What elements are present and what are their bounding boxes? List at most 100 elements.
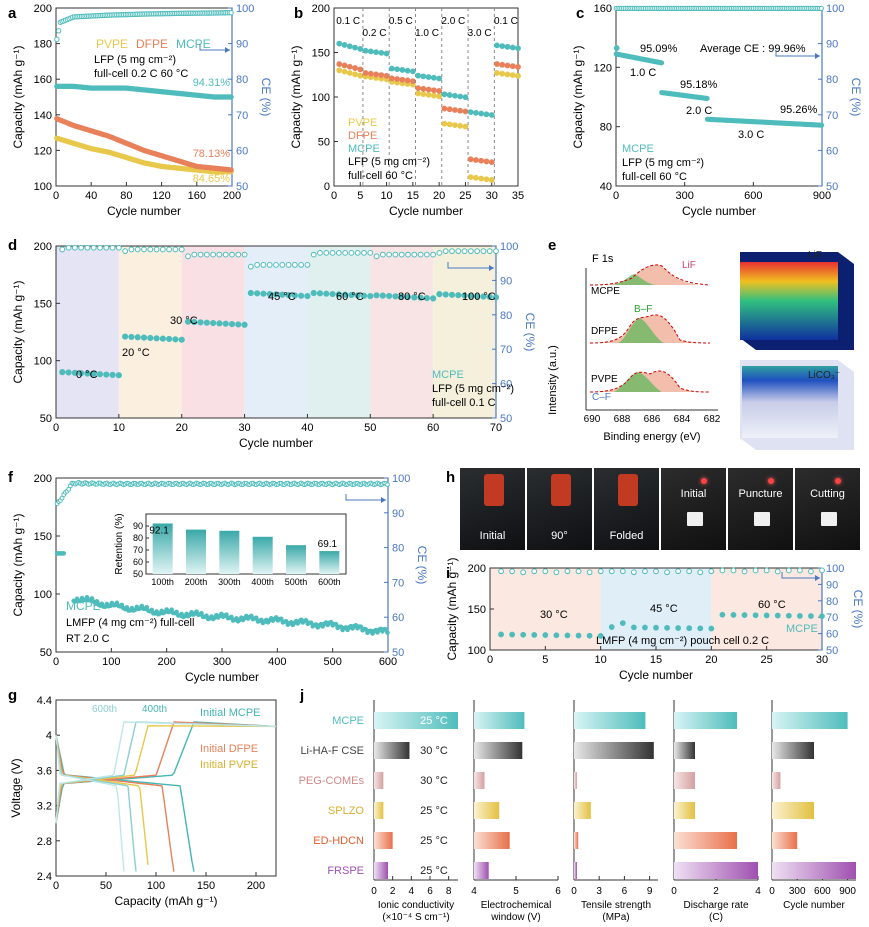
y2-tick-label: 70 <box>826 612 838 624</box>
data-point <box>144 604 150 610</box>
data-point <box>388 65 395 72</box>
y-tick-label: 120 <box>34 145 52 157</box>
metric-bar <box>474 712 525 729</box>
chart-g: 0 50 100 150 200 2.4 2.8 3.2 3.6 4 4.4 Voltage (V) C… <box>9 695 277 908</box>
x-axis-label: Capacity (mAh g⁻¹) <box>114 894 217 908</box>
pouch-cell <box>687 512 703 526</box>
data-point <box>367 249 374 256</box>
data-point <box>386 251 393 258</box>
photo-caption: Initial <box>680 488 707 500</box>
metric-bar <box>574 742 654 759</box>
x-tick-label: 30 <box>238 422 250 434</box>
rate-label: 3.0 C <box>738 129 764 141</box>
chart-j: MCPE Li-HA-F CSE PEG-COMEs SPLZO ED-HDCN FRSP… <box>299 700 856 923</box>
data-point <box>216 320 223 327</box>
metric-tick-label: 2 <box>713 886 719 897</box>
x-tick-label: 300 <box>675 190 693 202</box>
data-point <box>819 567 825 574</box>
data-point <box>642 568 648 575</box>
data-point <box>357 66 364 73</box>
led-light <box>701 478 707 484</box>
metric-bar <box>374 802 384 819</box>
y-tick-label: 200 <box>312 3 330 15</box>
data-point <box>704 95 710 102</box>
rate-label: 1.0 C <box>415 28 439 39</box>
data-point <box>273 262 279 268</box>
photo-tile: Puncture <box>728 468 793 550</box>
data-point <box>304 262 311 268</box>
y-tick-label: 200 <box>34 473 52 485</box>
inset-x-label: 100th <box>151 577 174 587</box>
metric-bar <box>374 772 384 789</box>
y-tick-label: 50 <box>40 647 52 659</box>
tof-cube-lico3-face <box>742 366 838 438</box>
data-point <box>498 631 504 638</box>
data-point <box>346 63 353 70</box>
y2-tick-label: 100 <box>500 241 518 253</box>
metric-tick-label: 9 <box>647 886 653 897</box>
data-point <box>316 290 324 297</box>
data-point <box>122 333 129 340</box>
data-point <box>642 624 648 631</box>
electrolyte-label: ED-HDCN <box>313 835 364 847</box>
multimeter <box>618 474 638 506</box>
data-point <box>367 48 374 55</box>
y-tick-label: 200 <box>34 241 52 253</box>
data-point <box>341 42 348 48</box>
data-point <box>498 568 504 575</box>
discharge-curve <box>55 735 149 865</box>
data-point <box>103 371 110 378</box>
chart-a: 0 40 80 120 160 20010012014016018020050607080… <box>11 3 273 218</box>
metric-tick-label: 0 <box>769 886 775 897</box>
y2-tick-label: 70 <box>500 344 512 356</box>
data-point <box>675 568 682 575</box>
data-point <box>430 92 437 99</box>
data-point <box>394 66 400 73</box>
data-point <box>509 568 516 575</box>
y2-axis-label: CE (%) <box>415 546 429 585</box>
data-point <box>115 244 122 251</box>
metric-bar <box>772 802 814 819</box>
y2-tick-label: 100 <box>236 3 254 15</box>
data-point <box>708 568 715 575</box>
data-point <box>103 244 110 251</box>
data-point <box>436 291 443 298</box>
data-point <box>378 72 385 79</box>
data-point <box>415 90 422 97</box>
data-point <box>228 167 234 173</box>
data-point <box>509 631 516 638</box>
data-point <box>235 321 242 328</box>
data-point <box>291 292 298 299</box>
y2-tick-label: 100 <box>826 563 844 575</box>
x-tick-label: 50 <box>364 422 376 434</box>
data-point <box>228 94 234 100</box>
x-tick-label: 100 <box>147 880 165 892</box>
x-tick-label: 300 <box>213 656 231 668</box>
y-tick-label: 100 <box>34 356 52 368</box>
temperature-label: 100 °C <box>462 291 496 303</box>
x-tick-label: 80 <box>120 190 132 202</box>
y2-tick-label: 70 <box>826 110 838 122</box>
data-point <box>278 616 284 622</box>
data-point <box>553 632 560 639</box>
data-point <box>719 567 726 574</box>
panel-label-a: a <box>8 5 17 22</box>
data-point <box>411 251 418 258</box>
rate-label: 0.1 C <box>494 16 518 27</box>
retention-label: 78.13% <box>193 148 231 160</box>
data-point <box>436 88 443 94</box>
data-point <box>362 47 369 54</box>
metric-bar <box>474 802 500 819</box>
metric-bar <box>474 742 523 759</box>
data-point <box>409 78 416 85</box>
data-point <box>191 318 198 326</box>
annotation: full-cell 60 °C <box>622 171 687 183</box>
data-point <box>210 319 217 327</box>
xps-label-mcpe: MCPE <box>591 286 620 297</box>
data-point <box>586 632 593 639</box>
x-tick-label: 200 <box>223 190 241 202</box>
data-point <box>515 64 521 70</box>
data-point <box>658 60 665 66</box>
inset-y-tick-label: 90 <box>133 521 143 531</box>
data-point <box>608 624 615 630</box>
